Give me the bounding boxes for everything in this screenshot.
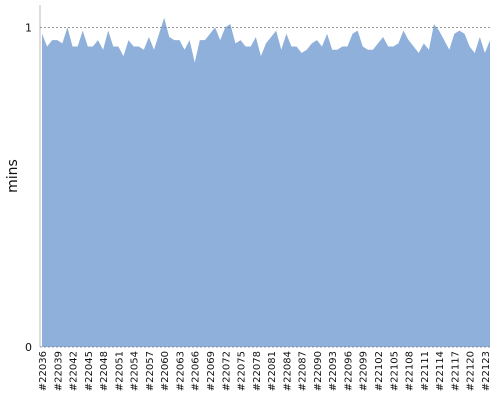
y-tick-label: 1 bbox=[25, 21, 32, 34]
x-tick-label: #22078 bbox=[252, 351, 263, 391]
x-tick-label: #22039 bbox=[53, 351, 64, 391]
x-tick-label: #22108 bbox=[405, 351, 416, 391]
x-tick-label: #22066 bbox=[191, 351, 202, 391]
x-tick-label: #22084 bbox=[282, 351, 293, 391]
x-tick-label: #22036 bbox=[38, 351, 49, 391]
y-tick-label: 0 bbox=[25, 341, 32, 354]
x-tick-label: #22081 bbox=[267, 351, 278, 391]
y-axis-label: mins bbox=[5, 159, 21, 193]
x-tick-label: #22093 bbox=[328, 351, 339, 391]
x-tick-label: #22102 bbox=[374, 351, 385, 391]
x-tick-label: #22099 bbox=[359, 351, 370, 391]
x-tick-label: #22042 bbox=[69, 351, 80, 391]
x-tick-label: #22117 bbox=[450, 351, 461, 391]
x-tick-label: #22105 bbox=[389, 351, 400, 391]
x-tick-label: #22069 bbox=[206, 351, 217, 391]
area bbox=[42, 17, 490, 348]
x-tick-label: #22063 bbox=[175, 351, 186, 391]
x-tick-label: #22096 bbox=[343, 351, 354, 391]
x-tick-label: #22087 bbox=[298, 351, 309, 391]
x-tick-label: #22120 bbox=[466, 351, 477, 391]
x-tick-label: #22057 bbox=[145, 351, 156, 391]
x-tick-label: #22114 bbox=[435, 351, 446, 391]
x-tick-label: #22123 bbox=[481, 351, 492, 391]
x-tick-label: #22054 bbox=[130, 351, 141, 391]
x-tick-label: #22045 bbox=[84, 351, 95, 391]
x-tick-label: #22075 bbox=[237, 351, 248, 391]
x-tick-label: #22090 bbox=[313, 351, 324, 391]
x-tick-label: #22060 bbox=[160, 351, 171, 391]
x-tick-label: #22111 bbox=[420, 351, 431, 391]
x-tick-label: #22048 bbox=[99, 351, 110, 391]
x-tick-label: #22072 bbox=[221, 351, 232, 391]
x-tick-label: #22051 bbox=[114, 351, 125, 391]
